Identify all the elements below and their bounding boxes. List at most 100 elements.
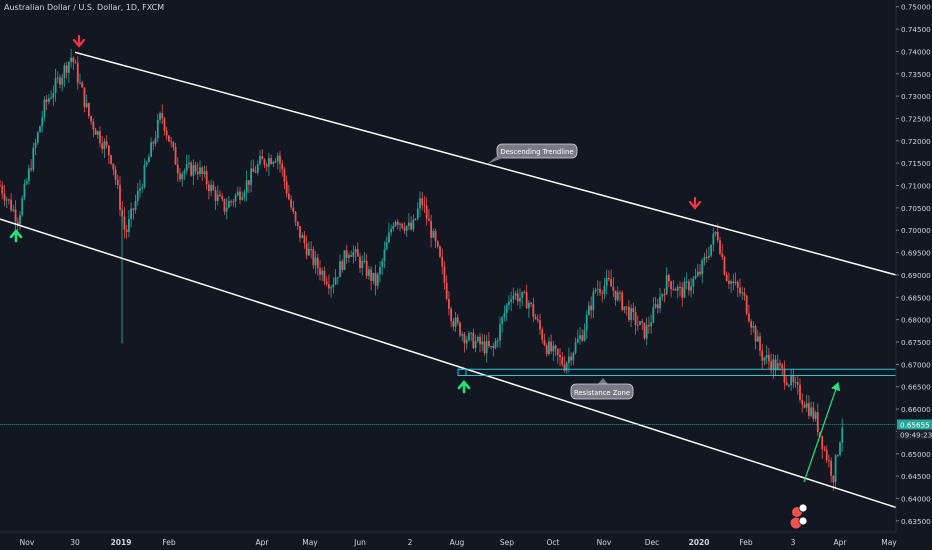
candle-body <box>314 257 317 266</box>
candle-body <box>125 229 128 233</box>
x-tick-label: Jun <box>353 538 366 547</box>
y-tick-label: 0.66500 <box>901 383 931 392</box>
candle-body <box>430 220 433 238</box>
candle-body <box>739 287 741 294</box>
x-tick-label: Dec <box>645 538 660 547</box>
candle-body <box>748 313 750 322</box>
candle-body <box>376 274 379 286</box>
x-tick-label: 3 <box>791 538 796 547</box>
candle-body <box>265 164 268 167</box>
candle-body <box>792 375 795 383</box>
candle-body <box>456 317 459 323</box>
candle-body <box>243 192 246 198</box>
candle-body <box>112 163 115 170</box>
candle-body <box>183 170 186 174</box>
candle-body <box>539 320 541 330</box>
x-tick-label: 2019 <box>111 538 132 547</box>
candle-body <box>234 195 237 202</box>
x-tick-label: Aug <box>450 538 465 547</box>
candle-body <box>330 287 333 289</box>
y-tick-label: 0.71500 <box>901 159 931 168</box>
candle-body <box>214 190 217 201</box>
candle-body <box>625 306 628 308</box>
candle-body <box>283 169 286 182</box>
candle-body <box>107 145 110 156</box>
candle-body <box>619 292 621 294</box>
candle-body <box>410 222 413 230</box>
candle-body <box>650 322 653 327</box>
candle-body <box>750 321 753 328</box>
candle-body <box>347 255 350 258</box>
resistance-zone-box[interactable] <box>457 368 467 377</box>
candle-body <box>123 216 126 230</box>
candle-body <box>150 142 153 157</box>
candle-body <box>761 350 764 361</box>
candle-body <box>774 359 777 370</box>
candle-body <box>670 281 673 290</box>
candle-body <box>356 249 359 257</box>
candle-body <box>279 155 281 164</box>
candle-body <box>365 260 368 277</box>
candle-body <box>776 363 779 370</box>
candle-body <box>16 221 19 225</box>
candle-body <box>561 357 564 365</box>
candle-body <box>665 275 668 295</box>
candle-body <box>367 269 370 277</box>
candle-body <box>463 334 466 344</box>
candle-body <box>359 256 361 268</box>
candle-body <box>621 292 624 310</box>
x-tick-label: 2 <box>408 538 413 547</box>
candle-body <box>327 284 330 289</box>
y-tick-label: 0.74500 <box>901 25 931 34</box>
x-tick-label: May <box>302 538 318 547</box>
candle-body <box>50 97 53 99</box>
candle-body <box>36 132 39 143</box>
candle-body <box>167 135 170 142</box>
candle-body <box>350 255 353 257</box>
candle-body <box>641 321 644 323</box>
candle-body <box>416 208 419 219</box>
candle-body <box>72 57 75 63</box>
candle-body <box>205 171 208 185</box>
price-axis[interactable] <box>896 0 932 550</box>
candle-body <box>541 329 544 340</box>
candle-body <box>421 198 424 205</box>
upper-trendline[interactable] <box>74 51 897 276</box>
event-marker-icon[interactable] <box>798 503 808 513</box>
candle-body <box>654 304 657 307</box>
candle-body <box>21 198 24 216</box>
y-tick-label: 0.71000 <box>901 182 931 191</box>
lower-trendline[interactable] <box>0 218 897 509</box>
event-marker-icon[interactable] <box>798 516 808 526</box>
candle-body <box>316 257 319 269</box>
y-tick-label: 0.64000 <box>901 494 931 503</box>
zone-callout[interactable] <box>570 383 634 400</box>
candle-body <box>830 460 833 476</box>
candle-body <box>216 194 219 201</box>
candle-body <box>759 336 761 351</box>
trendline-callout[interactable] <box>496 143 578 159</box>
candle-body <box>396 221 399 225</box>
candle-body <box>105 141 108 146</box>
candle-body <box>325 281 328 285</box>
candle-body <box>92 121 95 130</box>
candle-body <box>119 185 121 210</box>
candle-body <box>741 292 744 294</box>
candle-body <box>227 201 230 208</box>
candle-body <box>79 82 81 84</box>
candle-body <box>32 147 35 170</box>
candle-body <box>141 187 144 189</box>
candle-body <box>127 219 130 233</box>
candle-body <box>554 345 557 349</box>
projection-arrow[interactable] <box>803 381 841 483</box>
candle-body <box>745 295 748 314</box>
candle-body <box>592 291 595 311</box>
candle-body <box>241 197 244 200</box>
candle-body <box>772 359 775 371</box>
candle-body <box>101 143 104 149</box>
y-tick-label: 0.70500 <box>901 204 931 213</box>
candle-body <box>47 98 50 102</box>
candle-body <box>223 199 226 212</box>
zone-callout-label: Resistance Zone <box>574 389 630 397</box>
